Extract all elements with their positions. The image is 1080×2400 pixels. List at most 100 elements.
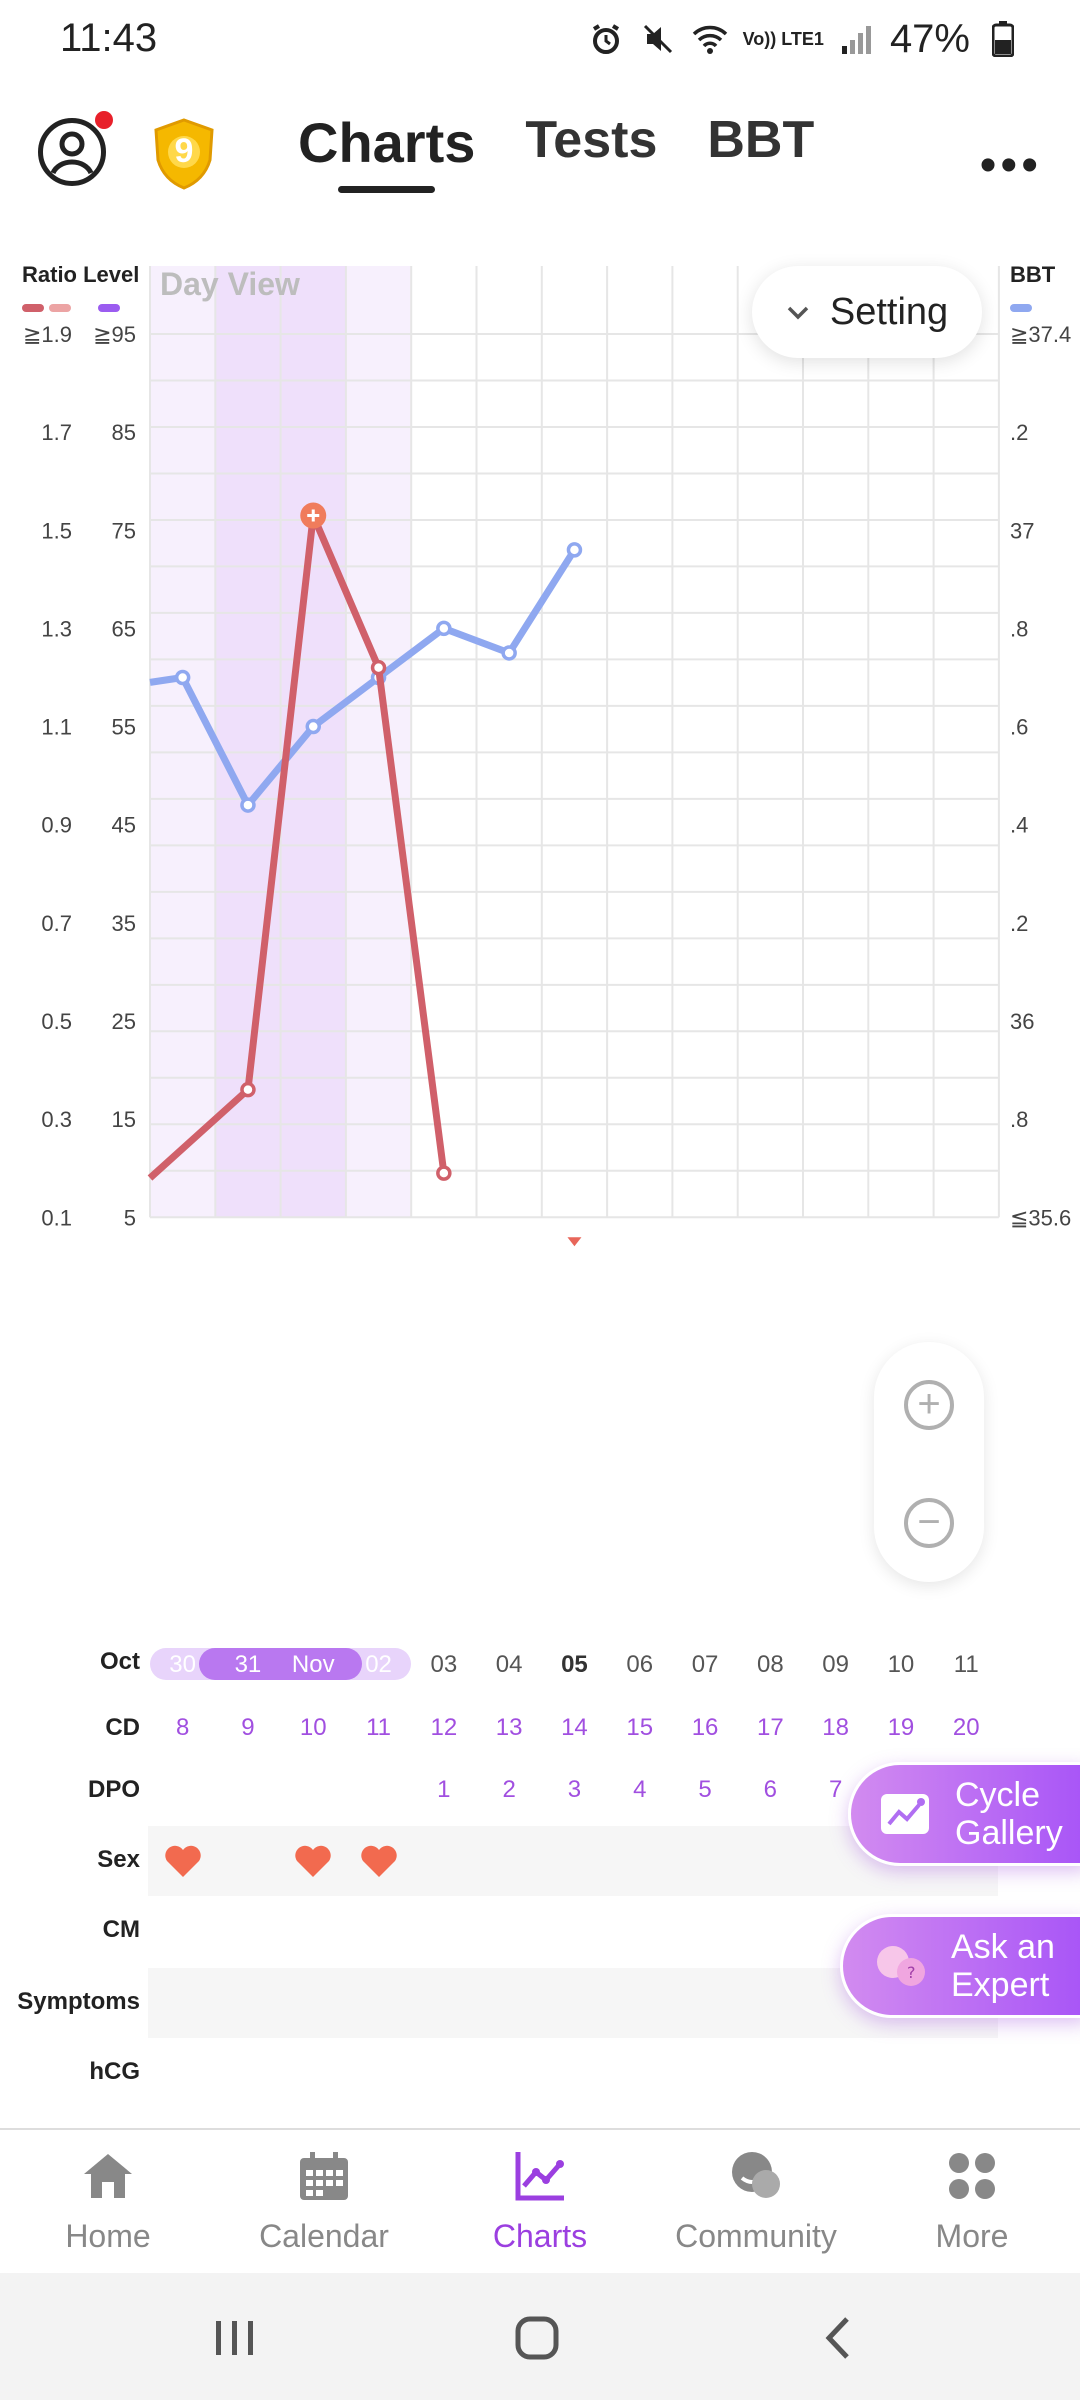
cd-cell: 15 (626, 1714, 654, 1741)
legend-swatch-bbt (1010, 304, 1032, 312)
nav-home[interactable]: Home (18, 2148, 198, 2255)
nav-community[interactable]: Community (666, 2148, 846, 2255)
tab-bbt[interactable]: BBT (707, 111, 815, 169)
cycle-gallery-button[interactable]: Cycle Gallery (848, 1762, 1080, 1866)
legend-swatch-ratio (22, 304, 44, 312)
ratio-tick-label: ≧1.9 (23, 322, 72, 347)
bbt-point (436, 620, 452, 637)
date-cell[interactable]: 04 (495, 1651, 523, 1678)
date-cell[interactable]: 10 (887, 1651, 915, 1678)
level-tick-label: 5 (124, 1205, 136, 1230)
date-cell[interactable]: 03 (430, 1651, 458, 1678)
more-grid-icon (949, 2153, 995, 2199)
bbt-tick-label: .2 (1010, 911, 1028, 936)
cd-cell: 19 (887, 1714, 915, 1741)
signal-icon (838, 20, 876, 58)
dpo-cell: 4 (633, 1776, 647, 1803)
heart-icon[interactable] (293, 1843, 333, 1879)
today-marker-icon (567, 1237, 582, 1247)
badge-number: 9 (174, 132, 194, 170)
ratio-tick-label: 0.9 (41, 813, 72, 838)
zoom-controls: + − (874, 1342, 984, 1582)
shield-badge-icon (154, 118, 214, 190)
level-tick-label: 45 (112, 813, 136, 838)
date-cell[interactable]: 07 (691, 1651, 719, 1678)
dpo-cell: 6 (763, 1776, 778, 1803)
gallery-chart-icon (881, 1794, 929, 1834)
dpo-cell: 1 (437, 1776, 451, 1803)
ratio-tick-label: 1.7 (41, 420, 72, 445)
ratio-tick-label: 1.3 (41, 616, 72, 641)
ratio-tick-label: 1.5 (41, 518, 72, 543)
tab-tests[interactable]: Tests (525, 111, 658, 169)
chart-area[interactable]: ≧1.9 1.7 1.5 1.3 1.1 0.9 0.7 0.5 0.3 0.1 ≧95 85 75 65… (0, 250, 1080, 1650)
clock: 11:43 (60, 16, 158, 60)
ask-expert-button[interactable]: ? Ask an Expert (840, 1914, 1080, 2018)
home-icon (84, 2154, 132, 2198)
date-cell[interactable]: 30 (169, 1651, 196, 1678)
nav-calendar[interactable]: Calendar (234, 2148, 414, 2255)
cd-cell: 17 (756, 1714, 784, 1741)
legend-ratio-level: Ratio Level (22, 262, 139, 318)
nav-calendar-label: Calendar (259, 2218, 389, 2254)
recent-apps-icon[interactable] (210, 2313, 260, 2363)
home-button-icon[interactable] (512, 2313, 562, 2363)
nav-more-label: More (935, 2218, 1009, 2254)
setting-button[interactable]: Setting (752, 266, 982, 358)
date-cell[interactable]: 11 (953, 1651, 979, 1678)
setting-label: Setting (829, 290, 949, 333)
nav-charts[interactable]: Charts (450, 2148, 630, 2255)
legend-swatch-ratio-light (49, 304, 71, 312)
date-cell[interactable]: 31 (234, 1651, 262, 1678)
level-tick-label: 15 (112, 1107, 136, 1132)
bbt-tick-label: 36 (1010, 1009, 1034, 1034)
date-cell[interactable]: Nov (291, 1651, 335, 1678)
date-cell[interactable]: 05 (561, 1651, 588, 1678)
level-tick-label: 85 (112, 420, 136, 445)
ratio-tick-label: 0.1 (41, 1205, 72, 1230)
cd-cell: 18 (822, 1714, 849, 1741)
profile-avatar-button[interactable] (38, 111, 113, 186)
date-cell[interactable]: 06 (626, 1651, 654, 1678)
back-icon[interactable] (815, 2313, 865, 2363)
zoom-out-icon[interactable]: − (904, 1498, 954, 1548)
bbt-tick-label: ≦35.6 (1010, 1205, 1071, 1230)
status-bar: 11:43 Vo)) LTE1 47% (0, 0, 1080, 80)
heart-icon[interactable] (359, 1843, 399, 1879)
network-label: Vo)) LTE1 (742, 29, 824, 49)
date-cell[interactable]: 08 (756, 1651, 784, 1678)
community-icon (732, 2152, 780, 2198)
zoom-in-icon[interactable]: + (904, 1380, 954, 1430)
ratio-tick-label: 0.5 (41, 1009, 72, 1034)
dpo-cell: 3 (567, 1776, 582, 1803)
nav-charts-label: Charts (492, 2218, 588, 2254)
cd-label: CD (105, 1714, 140, 1741)
ratio-point (436, 1165, 452, 1181)
ratio-point (370, 659, 387, 676)
sex-label: Sex (97, 1846, 140, 1873)
bbt-tick-label: .4 (1010, 813, 1028, 838)
bbt-tick-label: .2 (1010, 420, 1028, 445)
cd-cell: 13 (495, 1714, 523, 1741)
legend-label-left: Ratio Level (22, 262, 140, 287)
cd-cell: 20 (952, 1714, 980, 1741)
cd-cell: 11 (366, 1714, 391, 1741)
fertile-band-light-start (150, 266, 216, 1218)
top-tabs: Charts Tests BBT (298, 110, 814, 193)
peak-plus-icon (307, 509, 320, 522)
tab-charts[interactable]: Charts (298, 110, 475, 193)
battery-icon (984, 20, 1022, 58)
date-cell[interactable]: 02 (365, 1651, 392, 1678)
level-badge[interactable]: 9 (152, 118, 216, 190)
heart-icon[interactable] (163, 1843, 203, 1879)
bbt-series-line (149, 548, 578, 809)
more-options-icon[interactable]: ••• (979, 139, 1042, 192)
cd-cell: 16 (691, 1714, 719, 1741)
view-label: Day View (160, 266, 300, 302)
charts-icon (515, 2152, 564, 2201)
symptoms-label: Symptoms (17, 1988, 140, 2015)
nav-community-label: Community (675, 2218, 837, 2254)
date-cell[interactable]: 09 (822, 1651, 849, 1678)
status-icons: Vo)) LTE1 47% (587, 16, 1022, 62)
nav-more[interactable]: More (882, 2148, 1062, 2255)
